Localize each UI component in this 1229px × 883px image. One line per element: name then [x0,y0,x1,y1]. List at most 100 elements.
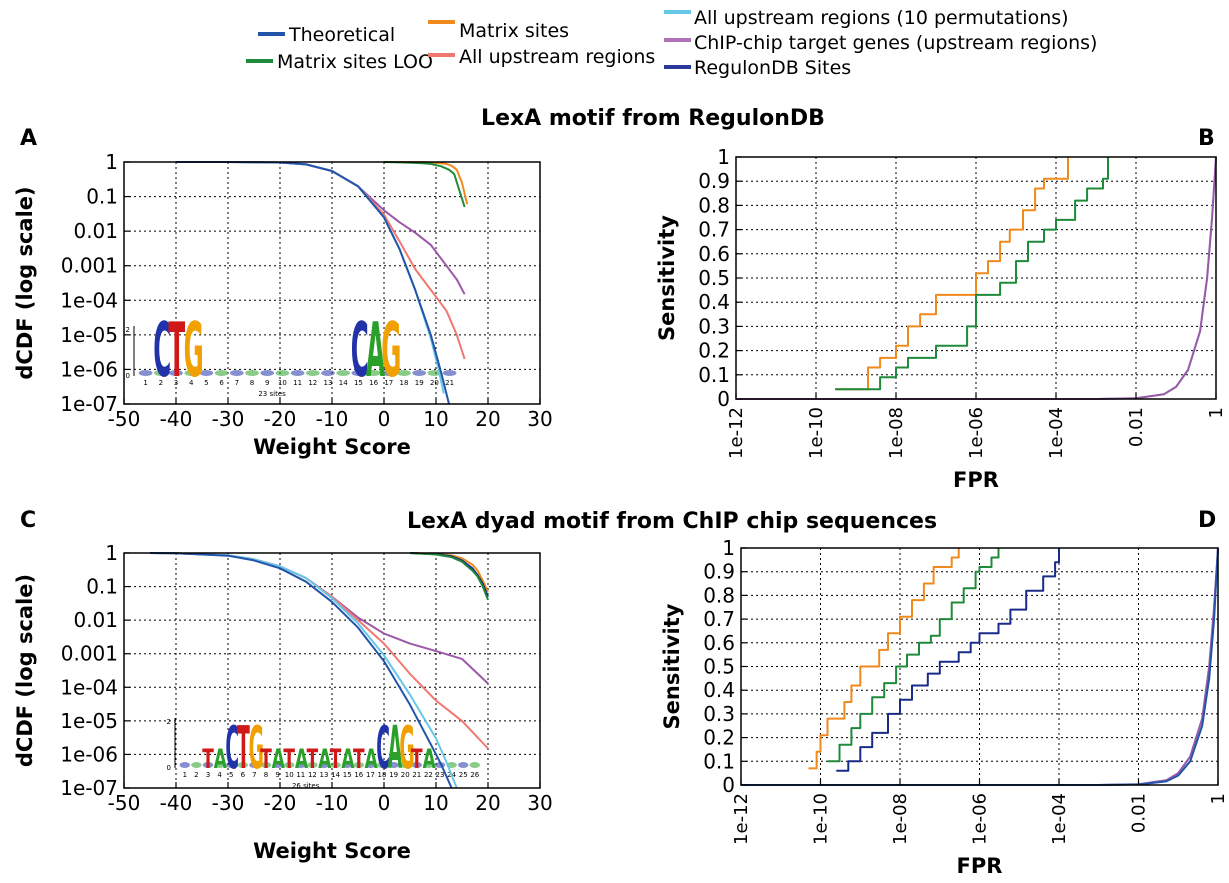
logo-minor-letter [318,762,330,768]
logo-position: 23 [436,771,445,779]
logo-position: 17 [384,379,393,387]
logo-minor-letter [423,762,434,768]
logo-position: 26 [470,771,479,779]
logo-position: 3 [174,379,178,387]
logo-minor-letter [351,370,366,376]
logo-minor-letter [153,370,168,376]
x-tick-label: -20 [264,791,297,815]
logo-position: 11 [296,771,305,779]
x-axis-label: FPR [957,854,1003,878]
logo-position: 10 [285,771,294,779]
logo-position: 11 [293,379,302,387]
logo-position: 13 [324,379,333,387]
logo-minor-letter [214,370,229,376]
x-tick-label: 1e-08 [886,407,907,459]
logo-position: 10 [278,379,287,387]
gridlines [740,547,1219,786]
logo-axis-tick: 0 [126,372,130,380]
y-tick-label: 0.5 [703,655,735,679]
y-tick-label: 0.1 [698,363,730,387]
logo-position: 1 [143,379,147,387]
legend-label-theoretical: Theoretical [288,24,395,46]
logo-position: 17 [366,771,375,779]
x-tick-label: 1 [1206,407,1227,418]
panel-letter-a: A [20,126,37,151]
logo-position: 21 [445,379,454,387]
x-tick-label: 0 [378,791,391,815]
y-tick-label: 1e-06 [60,742,118,766]
logo-sites-label: 23 sites [258,390,286,398]
x-tick-label: 1e-04 [1046,407,1067,459]
x-tick-label: 1e-10 [806,407,827,459]
y-tick-label: 0.01 [73,608,118,632]
logo-minor-letter [399,762,411,768]
x-tick-label: 0.01 [1129,793,1150,833]
y-tick-label: 0.7 [698,218,730,242]
logo-position: 6 [219,379,224,387]
panel-c-chart: 201 2 3 4 5 6 7 8 9 10 11 12 13 14 15 16 17 18 19 20 21 22 23 2… [13,541,553,863]
logo-position: 3 [206,771,210,779]
y-tick-label: 0.2 [703,726,735,750]
logo-minor-letter [169,370,183,376]
logo-position: 22 [424,771,433,779]
logo-minor-letter [411,762,423,768]
series-line-theoretical [149,552,453,789]
x-tick-label: -30 [212,407,245,431]
logo-letter: T [353,744,365,775]
logo-minor-letter [245,370,259,376]
x-tick-label: 1e-08 [890,793,911,845]
logo-letter: A [365,744,379,775]
logo-position: 16 [369,379,378,387]
logo-minor-letter [412,370,427,376]
logo-position: 8 [264,771,268,779]
y-tick-label: 0 [717,387,730,411]
x-tick-label: 30 [527,791,552,815]
logo-position: 12 [308,379,317,387]
y-tick-label: 0.8 [703,583,735,607]
logo-letter: A [341,744,355,775]
y-tick-label: 0.6 [698,242,730,266]
x-axis-label: FPR [953,468,999,492]
logo-minor-letter [307,762,318,768]
series-line-theoretical [176,161,450,405]
logo-minor-letter [249,762,260,768]
logo-letter: A [272,744,286,775]
y-tick-label: 0.1 [86,575,118,599]
x-tick-label: 1 [1208,793,1229,804]
logo-minor-letter [225,762,237,768]
x-tick-label: 20 [475,791,500,815]
logo-minor-letter [388,762,399,768]
logo-letter: T [168,307,185,394]
logo-position: 25 [459,771,468,779]
y-tick-label: 1e-07 [60,392,118,416]
logo-minor-letter [341,762,353,768]
logo-position: 7 [252,771,256,779]
x-tick-label: 1e-06 [966,407,987,459]
y-tick-label: 0 [722,773,735,797]
logo-letter: C [153,307,171,394]
logo-position: 20 [430,379,439,387]
logo-minor-letter [442,370,457,376]
y-tick-label: 1e-07 [60,776,118,800]
logo-minor-letter [283,762,295,768]
logo-minor-letter [202,762,214,768]
legend: Theoretical Matrix sites LOO Matrix site… [246,7,1097,79]
logo-minor-letter [272,762,283,768]
y-tick-label: 0.3 [698,314,730,338]
x-tick-label: -40 [160,407,193,431]
logo-letter: T [237,715,250,782]
legend-label-perm: All upstream regions (10 permutations) [694,7,1069,29]
y-axis-label: dCDF (log scale) [13,574,37,767]
panel-letter-c: C [20,508,36,533]
y-tick-label: 1e-06 [60,357,118,381]
logo-position: 6 [241,771,246,779]
logo-position: 5 [204,379,208,387]
series-line-chip [149,552,489,685]
y-tick-label: 0.4 [698,290,730,314]
x-tick-label: 0 [378,407,391,431]
x-tick-label: 1e-12 [726,407,747,459]
logo-minor-letter [191,762,202,768]
logo-letter: A [366,307,385,394]
